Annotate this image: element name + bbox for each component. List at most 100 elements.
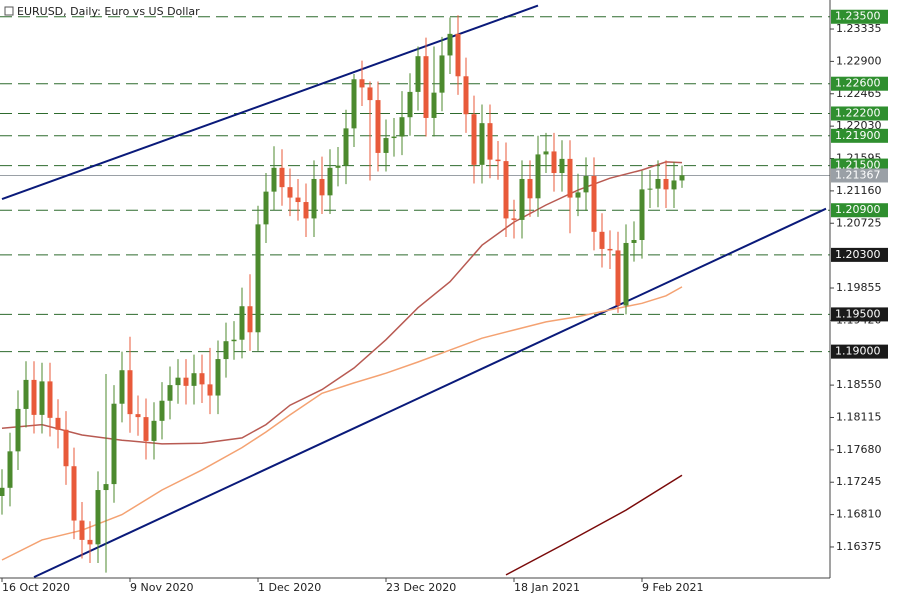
candle-body [71,466,77,521]
candle-body [631,239,637,243]
candle-body [463,76,469,115]
y-tick-label: 1.23335 [836,22,882,35]
candle-body [311,178,317,219]
candle-body [359,79,365,88]
candle-body [183,377,189,386]
candle-body [159,400,165,421]
candle-body [295,197,301,203]
candle-body [279,167,285,188]
candle-body [63,429,69,467]
level-label: 1.19000 [835,345,881,358]
candle-body [135,414,141,418]
candle-body [439,55,445,93]
candle-body [407,91,413,118]
y-tick-label: 1.21160 [836,184,882,197]
candle-body [599,231,605,249]
candle-body [127,370,133,415]
level-label: 1.19500 [835,307,881,320]
x-tick-label: 23 Dec 2020 [386,581,456,594]
y-tick-label: 1.18115 [836,410,882,423]
candle-body [423,56,429,118]
candle-body [207,384,213,396]
candle-body [367,87,373,101]
candle-body [239,306,245,340]
candle-body [391,136,397,139]
candle-body [623,242,629,306]
candle-body [223,341,229,360]
level-label-box [831,344,888,359]
candle-body [87,539,93,545]
candle-body [15,408,21,452]
candle-body [79,520,85,540]
candle-body [103,484,109,491]
candle-body [199,373,205,385]
candle-body [591,175,597,232]
moving-average [505,474,683,576]
x-tick-label: 18 Jan 2021 [514,581,580,594]
last-price-box [831,168,888,183]
y-tick-label: 1.18550 [836,378,882,391]
candle-body [447,33,453,56]
candle-body [0,487,5,496]
level-label: 1.21900 [835,129,881,142]
candle-body [319,178,325,196]
candle-body [119,370,125,404]
candle-body [487,123,493,160]
candle-body [39,381,45,415]
level-label: 1.20900 [835,203,881,216]
level-label-box [831,128,888,143]
candle-body [143,417,149,441]
x-tick-label: 1 Dec 2020 [258,581,321,594]
candle-body [263,191,269,225]
candle-body [607,248,613,251]
candle-body [399,117,405,137]
candle-body [231,339,237,342]
candle-body [543,151,549,155]
candle-body [567,158,573,198]
candle-body [167,385,173,401]
y-tick-label: 1.17680 [836,443,882,456]
candle-body [535,154,541,199]
candle-body [663,178,669,190]
candle-body [351,79,357,129]
y-tick-label: 1.17245 [836,475,882,488]
candle-body [335,165,341,168]
candle-body [327,167,333,196]
candle-body [471,114,477,165]
candle-body [175,377,181,386]
candle-body [551,151,557,174]
candle-body [375,100,381,153]
candle-body [479,123,485,165]
level-label-box [831,247,888,262]
candle-body [575,192,581,198]
candle-body [559,158,565,174]
candle-body [639,189,645,240]
candle-body [191,373,197,386]
candle-body [511,218,517,220]
candle-body [583,175,589,193]
candle-body [655,178,661,189]
trend-line [33,207,827,578]
symbol-icon [4,6,14,16]
candle-body [271,167,277,192]
candle-body [111,403,117,485]
last-price-label: 1.21367 [835,168,881,181]
level-label: 1.22200 [835,106,881,119]
candle-body [415,56,421,92]
y-tick-label: 1.19855 [836,281,882,294]
y-tick-label: 1.16375 [836,540,882,553]
candle-body [455,33,461,77]
candle-body [247,306,253,333]
candle-body [31,379,37,415]
candle-body [431,92,437,118]
candle-body [383,138,389,153]
level-label-box [831,106,888,121]
candle-body [615,250,621,306]
candle-body [519,178,525,220]
level-label-box [831,203,888,218]
moving-average [1,286,683,561]
level-label: 1.20300 [835,248,881,261]
candle-body [151,420,157,441]
